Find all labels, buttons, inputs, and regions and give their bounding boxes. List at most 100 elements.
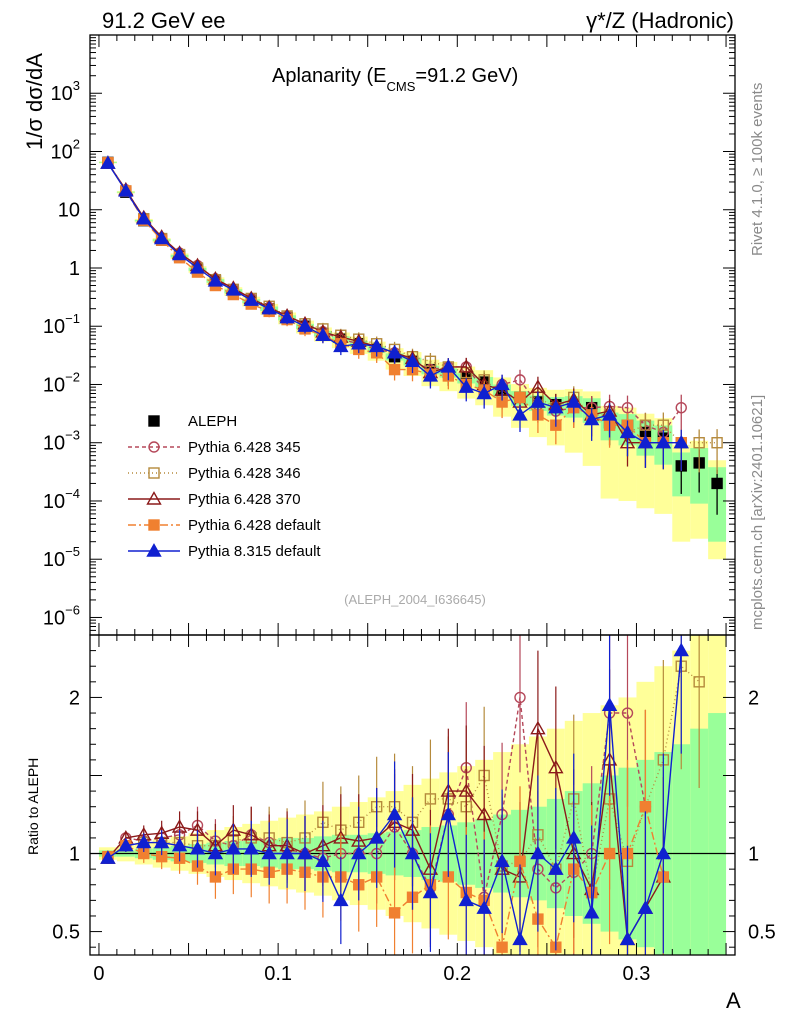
point-p8def: [136, 210, 152, 225]
ratio-point-p8def: [476, 900, 492, 914]
legend-entry-pythia-6-default: Pythia 6.428 default: [128, 517, 321, 534]
point-p8def: [243, 292, 259, 306]
point-p6def: [388, 363, 401, 376]
ratio-y-tick-label-right: 0.5: [748, 922, 776, 944]
point-p8def: [297, 318, 313, 332]
point-p8def: [566, 394, 582, 408]
ratio-point-p8def: [440, 806, 457, 821]
legend-label-pythia-8-default: Pythia 8.315 default: [188, 543, 321, 560]
series-p8def: [100, 155, 689, 471]
point-p8def: [100, 155, 116, 169]
point-p8def: [476, 385, 492, 400]
plot-title: Aplanarity (ECMS=91.2 GeV): [272, 65, 518, 94]
ratio-point-p8def: [494, 853, 510, 868]
x-axis-label: A: [726, 988, 741, 1013]
ratio-point-p8def: [386, 806, 403, 821]
point-p8def: [368, 338, 385, 353]
point-p8def: [619, 424, 636, 439]
x-tick-label: 0.1: [264, 963, 292, 985]
x-tick-label: 0: [93, 963, 104, 985]
point-p8def: [404, 353, 421, 368]
point-ALEPH: [711, 477, 723, 490]
ratio-point-p8def: [279, 845, 295, 860]
point-p8def: [655, 434, 672, 449]
ratio-point-p6def: [496, 941, 508, 953]
point-p8def: [548, 399, 564, 414]
ratio-point-p8def: [655, 845, 672, 860]
ratio-band-inner: [672, 744, 691, 955]
ratio-point-p8def: [136, 834, 152, 849]
ratio-point-p8def: [619, 931, 636, 946]
mcplots-label: mcplots.cern.ch [arXiv:2401.10621]: [749, 395, 766, 630]
point-p8def: [601, 407, 618, 421]
point-p8def: [458, 379, 474, 393]
ratio-point-p345: [621, 707, 634, 719]
x-tick-label: 0.3: [623, 963, 651, 985]
ratio-y-tick-label: 0.5: [52, 922, 80, 944]
legend-label-aleph: ALEPH: [188, 413, 237, 430]
ratio-point-p8def: [530, 845, 546, 860]
ratio-point-p8def: [583, 904, 600, 919]
ratio-frame: [89, 634, 736, 956]
point-p8def: [153, 230, 170, 245]
point-p346: [693, 437, 705, 449]
legend-label-pythia-6-370: Pythia 6.428 370: [188, 491, 301, 508]
legend-entry-pythia-6-370: Pythia 6.428 370: [128, 491, 301, 508]
ratio-point-p8def: [566, 830, 582, 844]
point-p8def: [440, 359, 457, 373]
point-p8def: [673, 434, 689, 449]
ratio-point-p8def: [189, 840, 206, 855]
rivet-version-label: Rivet 4.1.0, ≥ 100k events: [749, 83, 766, 256]
point-p8def: [386, 344, 403, 359]
ratio-point-p345: [514, 691, 526, 704]
legend-entry-pythia-6-346: Pythia 6.428 346: [128, 465, 301, 482]
point-p8def: [315, 327, 331, 341]
ratio-point-p8def: [368, 830, 385, 844]
legend-label-pythia-6-345: Pythia 6.428 345: [188, 439, 301, 456]
y-tick-label: 10−4: [43, 486, 80, 513]
ratio-point-p8def: [548, 861, 564, 875]
ratio-y-tick-label-right: 2: [748, 687, 759, 709]
ratio-point-p370: [476, 806, 492, 821]
y-tick-label: 10−1: [43, 311, 80, 338]
legend: ALEPH Pythia 6.428 345 Pythia 6.428 346 …: [128, 413, 321, 560]
legend-entry-pythia-6-345: Pythia 6.428 345: [128, 439, 301, 456]
ratio-point-p8def: [153, 834, 170, 849]
ratio-band-inner: [690, 728, 709, 955]
point-p8def: [207, 272, 224, 287]
legend-entry-pythia-8-default: Pythia 8.315 default: [128, 543, 321, 560]
ratio-y-tick-label: 1: [69, 844, 80, 866]
ratio-point-p6def: [388, 907, 401, 919]
y-tick-label: 10: [58, 200, 80, 222]
ratio-point-p370: [458, 783, 474, 797]
point-p8def: [261, 300, 277, 315]
point-p8def: [189, 260, 206, 274]
point-p370: [458, 359, 474, 373]
point-p8def: [422, 368, 439, 382]
analysis-id-label: (ALEPH_2004_I636645): [344, 592, 486, 607]
point-p6def: [514, 391, 526, 404]
legend-marker-p6def: [148, 519, 160, 531]
header-left: 91.2 GeV ee: [102, 8, 226, 33]
legend-label-pythia-6-default: Pythia 6.428 default: [188, 517, 321, 534]
ratio-point-p370: [548, 759, 564, 774]
ratio-point-p8def: [225, 840, 242, 855]
ratio-point-p8def: [100, 850, 116, 864]
ratio-point-p8def: [404, 845, 421, 860]
ratio-point-p346: [424, 793, 437, 805]
legend-marker-p8def: [146, 543, 162, 557]
y-tick-label: 103: [51, 78, 80, 105]
ratio-point-p8def: [351, 845, 367, 860]
ratio-point-p8def: [512, 931, 528, 946]
legend-marker-p345: [148, 441, 160, 453]
ratio-point-p6def: [603, 847, 616, 860]
ratio-point-p8def: [637, 900, 654, 914]
y-tick-label: 1: [69, 258, 80, 280]
series-line-p345: [107, 162, 682, 434]
point-p8def: [494, 376, 510, 391]
y-tick-label: 10−3: [43, 428, 80, 455]
y-tick-label: 10−6: [43, 602, 80, 629]
point-p345: [514, 374, 526, 386]
y-tick-label: 10−5: [43, 544, 80, 571]
ratio-point-p8def: [333, 892, 349, 907]
